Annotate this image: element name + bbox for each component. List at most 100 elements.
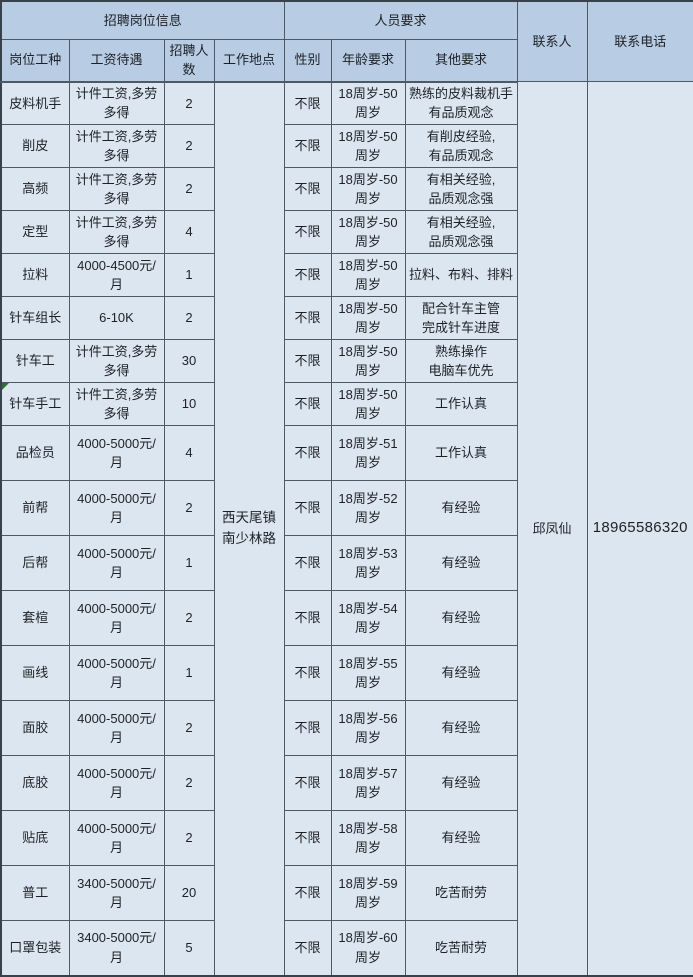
cell-age: 18周岁-50 周岁 bbox=[330, 382, 406, 426]
cell-salary: 计件工资,多劳 多得 bbox=[68, 339, 165, 383]
table-row: 削皮 计件工资,多劳 多得 2 不限 18周岁-50 周岁 有削皮经验, 有品质观念 bbox=[0, 124, 693, 168]
cell-salary: 6-10K bbox=[68, 296, 165, 340]
cell-headcount: 30 bbox=[163, 339, 215, 383]
cell-job: 面胶 bbox=[0, 700, 70, 756]
cell-age: 18周岁-60 周岁 bbox=[330, 920, 406, 976]
header-group-personnel-req: 人员要求 bbox=[283, 0, 518, 40]
cell-other: 有经验 bbox=[404, 645, 518, 701]
cell-job: 普工 bbox=[0, 865, 70, 921]
cell-salary: 4000-5000元/ 月 bbox=[68, 700, 165, 756]
header-contact-person: 联系人 bbox=[516, 0, 588, 82]
cell-age: 18周岁-52 周岁 bbox=[330, 480, 406, 536]
cell-headcount: 1 bbox=[163, 535, 215, 591]
table-row: 拉料 4000-4500元/ 月 1 不限 18周岁-50 周岁 拉料、布料、排料 bbox=[0, 253, 693, 297]
cell-gender: 不限 bbox=[283, 124, 332, 168]
table-row: 定型 计件工资,多劳 多得 4 不限 18周岁-50 周岁 有相关经验, 品质观念强 bbox=[0, 210, 693, 254]
cell-headcount: 2 bbox=[163, 700, 215, 756]
table-row: 高频 计件工资,多劳 多得 2 不限 18周岁-50 周岁 有相关经验, 品质观念强 bbox=[0, 167, 693, 211]
cell-job: 后帮 bbox=[0, 535, 70, 591]
cell-headcount: 1 bbox=[163, 645, 215, 701]
cell-gender: 不限 bbox=[283, 590, 332, 646]
cell-job: 削皮 bbox=[0, 124, 70, 168]
table-row: 口罩包装 3400-5000元/ 月 5 不限 18周岁-60 周岁 吃苦耐劳 bbox=[0, 920, 693, 976]
cell-gender: 不限 bbox=[283, 81, 332, 125]
cell-gender: 不限 bbox=[283, 535, 332, 591]
cell-gender: 不限 bbox=[283, 167, 332, 211]
cell-age: 18周岁-50 周岁 bbox=[330, 296, 406, 340]
cell-salary: 4000-5000元/ 月 bbox=[68, 810, 165, 866]
cell-other: 有经验 bbox=[404, 700, 518, 756]
cell-gender: 不限 bbox=[283, 382, 332, 426]
cell-age: 18周岁-57 周岁 bbox=[330, 755, 406, 811]
cell-salary: 计件工资,多劳 多得 bbox=[68, 167, 165, 211]
cell-job: 底胶 bbox=[0, 755, 70, 811]
cell-job: 拉料 bbox=[0, 253, 70, 297]
cell-other: 有经验 bbox=[404, 755, 518, 811]
header-group-row: 招聘岗位信息 人员要求 联系人 联系电话 bbox=[0, 0, 693, 82]
cell-headcount: 2 bbox=[163, 167, 215, 211]
header-contact-phone: 联系电话 bbox=[586, 0, 693, 82]
cell-gender: 不限 bbox=[283, 755, 332, 811]
cell-other: 吃苦耐劳 bbox=[404, 920, 518, 976]
col-header-salary: 工资待遇 bbox=[68, 38, 165, 83]
cell-job: 针车手工 bbox=[0, 382, 70, 426]
col-header-age: 年龄要求 bbox=[330, 38, 406, 83]
cell-headcount: 4 bbox=[163, 210, 215, 254]
cell-age: 18周岁-50 周岁 bbox=[330, 124, 406, 168]
cell-other: 有相关经验, 品质观念强 bbox=[404, 210, 518, 254]
table-row: 品检员 4000-5000元/ 月 4 不限 18周岁-51 周岁 工作认真 bbox=[0, 425, 693, 481]
cell-headcount: 20 bbox=[163, 865, 215, 921]
cell-age: 18周岁-50 周岁 bbox=[330, 81, 406, 125]
cell-gender: 不限 bbox=[283, 339, 332, 383]
col-header-location: 工作地点 bbox=[213, 38, 285, 83]
cell-age: 18周岁-53 周岁 bbox=[330, 535, 406, 591]
cell-job: 针车组长 bbox=[0, 296, 70, 340]
cell-gender: 不限 bbox=[283, 425, 332, 481]
cell-headcount: 2 bbox=[163, 810, 215, 866]
green-corner-triangle-icon bbox=[2, 383, 9, 390]
table-row: 套楦 4000-5000元/ 月 2 不限 18周岁-54 周岁 有经验 bbox=[0, 590, 693, 646]
cell-gender: 不限 bbox=[283, 700, 332, 756]
cell-gender: 不限 bbox=[283, 296, 332, 340]
cell-salary: 4000-4500元/ 月 bbox=[68, 253, 165, 297]
cell-other: 熟练的皮料裁机手 有品质观念 bbox=[404, 81, 518, 125]
cell-location: 西天尾镇 南少林路 bbox=[213, 81, 285, 976]
col-header-other: 其他要求 bbox=[404, 38, 518, 83]
col-header-job-type: 岗位工种 bbox=[0, 38, 70, 83]
col-header-gender: 性别 bbox=[283, 38, 332, 83]
cell-age: 18周岁-50 周岁 bbox=[330, 253, 406, 297]
cell-job: 定型 bbox=[0, 210, 70, 254]
cell-headcount: 2 bbox=[163, 296, 215, 340]
cell-job: 口罩包装 bbox=[0, 920, 70, 976]
cell-salary: 计件工资,多劳 多得 bbox=[68, 382, 165, 426]
sub-header-row: 岗位工种 工资待遇 招聘人数 工作地点 性别 年龄要求 其他要求 bbox=[0, 38, 693, 83]
cell-age: 18周岁-58 周岁 bbox=[330, 810, 406, 866]
cell-job: 画线 bbox=[0, 645, 70, 701]
cell-job: 贴底 bbox=[0, 810, 70, 866]
cell-headcount: 10 bbox=[163, 382, 215, 426]
cell-job: 前帮 bbox=[0, 480, 70, 536]
table-row: 针车组长 6-10K 2 不限 18周岁-50 周岁 配合针车主管 完成针车进度 bbox=[0, 296, 693, 340]
cell-salary: 3400-5000元/ 月 bbox=[68, 920, 165, 976]
cell-headcount: 4 bbox=[163, 425, 215, 481]
cell-salary: 4000-5000元/ 月 bbox=[68, 645, 165, 701]
table-row: 后帮 4000-5000元/ 月 1 不限 18周岁-53 周岁 有经验 bbox=[0, 535, 693, 591]
cell-headcount: 2 bbox=[163, 755, 215, 811]
cell-other: 有经验 bbox=[404, 480, 518, 536]
cell-age: 18周岁-55 周岁 bbox=[330, 645, 406, 701]
table-row: 前帮 4000-5000元/ 月 2 不限 18周岁-52 周岁 有经验 bbox=[0, 480, 693, 536]
cell-age: 18周岁-59 周岁 bbox=[330, 865, 406, 921]
cell-other: 配合针车主管 完成针车进度 bbox=[404, 296, 518, 340]
cell-other: 有经验 bbox=[404, 590, 518, 646]
cell-age: 18周岁-50 周岁 bbox=[330, 167, 406, 211]
cell-other: 吃苦耐劳 bbox=[404, 865, 518, 921]
cell-job: 高频 bbox=[0, 167, 70, 211]
cell-job: 品检员 bbox=[0, 425, 70, 481]
cell-other: 工作认真 bbox=[404, 425, 518, 481]
cell-gender: 不限 bbox=[283, 810, 332, 866]
cell-headcount: 2 bbox=[163, 81, 215, 125]
cell-other: 有相关经验, 品质观念强 bbox=[404, 167, 518, 211]
cell-salary: 4000-5000元/ 月 bbox=[68, 755, 165, 811]
col-header-headcount: 招聘人数 bbox=[163, 38, 215, 83]
